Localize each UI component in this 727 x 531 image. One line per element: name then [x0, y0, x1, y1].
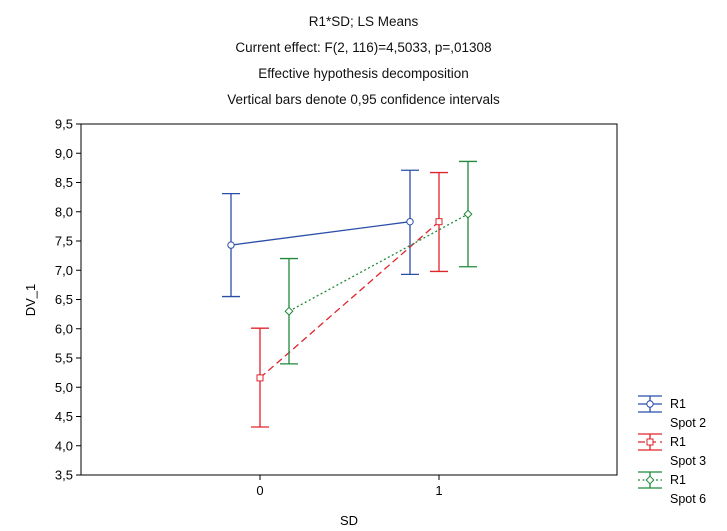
legend-sublabel: Spot 3 [670, 454, 706, 468]
y-axis: 3,5 4,0 4,5 5,0 5,5 6,0 6,5 7,0 7,5 8,0 8,5 9,0 9,5 [55, 117, 81, 483]
y-tick-label: 7,5 [55, 234, 73, 249]
x-tick-label: 1 [435, 483, 442, 498]
y-tick-label: 6,5 [55, 292, 73, 307]
legend-sublabel: Spot 2 [670, 416, 706, 430]
y-tick-label: 9,0 [55, 146, 73, 161]
legend-label: R1 [670, 397, 686, 411]
series-layer [222, 160, 477, 428]
plot-area-frame [80, 123, 618, 476]
series-line [259, 221, 440, 379]
series-group [222, 169, 419, 298]
legend: R1 Spot 2 R1 Spot 3 R1 Spot 6 [638, 395, 706, 506]
x-axis-title: SD [340, 513, 358, 528]
legend-item: R1 Spot 3 [638, 433, 706, 468]
data-point-marker [463, 209, 473, 219]
series-line [230, 221, 411, 246]
legend-sublabel: Spot 6 [670, 492, 706, 506]
y-tick-label: 8,0 [55, 204, 73, 219]
series-group [280, 160, 477, 365]
x-tick-label: 0 [256, 483, 263, 498]
y-tick-label: 4,0 [55, 438, 73, 453]
legend-label: R1 [670, 473, 686, 487]
legend-item: R1 Spot 2 [638, 395, 706, 430]
y-tick-label: 7,0 [55, 263, 73, 278]
y-tick-label: 8,5 [55, 175, 73, 190]
legend-label: R1 [670, 435, 686, 449]
y-tick-label: 5,0 [55, 380, 73, 395]
data-point-marker [406, 217, 414, 226]
data-point-marker [435, 218, 443, 226]
series-line [288, 213, 469, 312]
data-point-marker [256, 374, 264, 382]
data-point-marker [646, 438, 654, 446]
chart-title: R1*SD; LS Means [308, 14, 419, 29]
data-point-marker [227, 241, 235, 249]
y-tick-label: 6,0 [55, 321, 73, 336]
data-point-marker [646, 400, 654, 408]
y-axis-title: DV_1 [23, 284, 38, 317]
chart-subtitle-confidence: Vertical bars denote 0,95 confidence int… [227, 92, 500, 107]
y-tick-label: 5,5 [55, 351, 73, 366]
legend-item: R1 Spot 6 [638, 471, 706, 506]
y-tick-label: 9,5 [55, 117, 73, 132]
chart-subtitle-decomposition: Effective hypothesis decomposition [258, 66, 469, 81]
y-tick-label: 3,5 [55, 468, 73, 483]
data-point-marker [284, 306, 294, 316]
chart-subtitle-effect: Current effect: F(2, 116)=4,5033, p=,013… [235, 40, 492, 55]
series-group [251, 171, 448, 428]
y-tick-label: 4,5 [55, 409, 73, 424]
data-point-marker [645, 475, 655, 485]
